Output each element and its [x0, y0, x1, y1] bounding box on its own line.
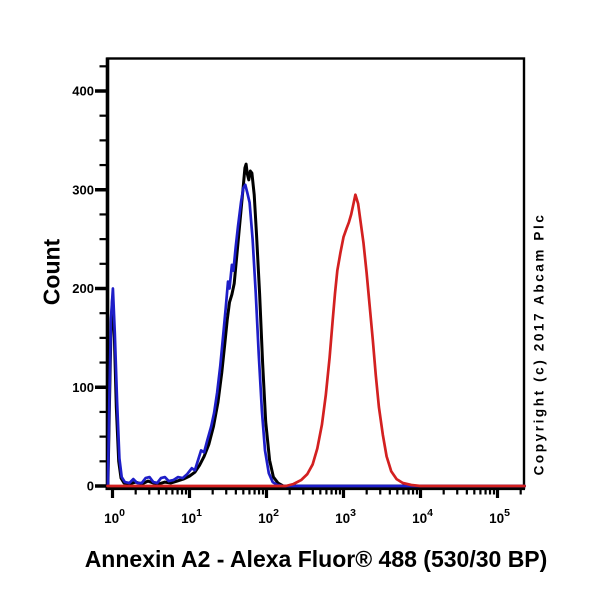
y-tick-label: 300: [72, 182, 94, 197]
y-tick-label: 200: [72, 281, 94, 296]
x-tick-label: 103: [335, 507, 356, 526]
y-axis-title: Count: [38, 238, 65, 306]
curve-isotype-control-blue: [106, 183, 526, 488]
chart-title: Annexin A2 - Alexa Fluor® 488 (530/30 BP…: [84, 546, 548, 572]
plot-frame: [106, 57, 526, 490]
curve-unlabelled-control-black: [106, 162, 526, 488]
x-tick-label: 105: [489, 507, 510, 526]
y-tick-label: 100: [72, 380, 94, 395]
y-tick-label: 0: [87, 479, 94, 494]
curve-annexin-a2-red: [106, 193, 526, 488]
x-tick-label: 102: [258, 507, 279, 526]
y-tick-label: 400: [72, 84, 94, 99]
x-tick-label: 100: [104, 507, 125, 526]
copyright-label: Copyright (c) 2017 Abcam Plc: [531, 212, 547, 476]
x-tick-label: 101: [181, 507, 202, 526]
x-tick-label: 104: [412, 507, 433, 526]
